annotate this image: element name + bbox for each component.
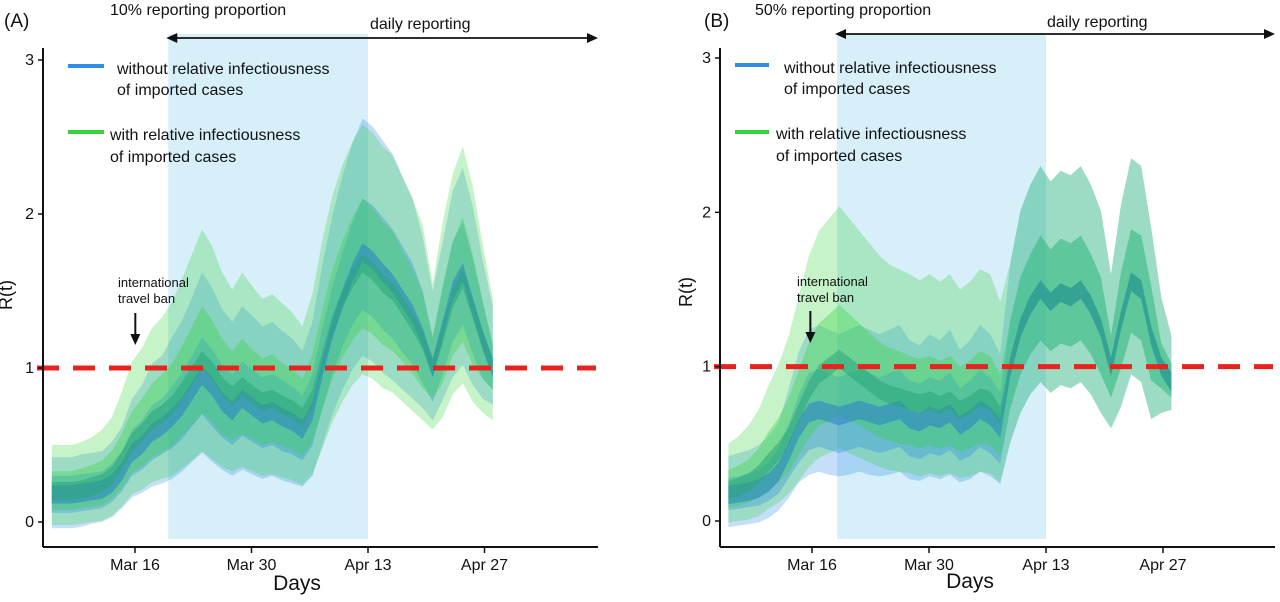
panel-a-y-axis-label: R(t) bbox=[0, 280, 16, 310]
panel-a-title: 10% reporting proportion bbox=[110, 2, 286, 19]
panel-a: (A) 10% reporting proportion daily repor… bbox=[0, 2, 598, 595]
panel-b-label: (B) bbox=[704, 11, 729, 32]
x-tick-label: Apr 27 bbox=[461, 557, 508, 574]
x-tick-label: Mar 30 bbox=[227, 557, 277, 574]
travel-ban-arrowhead bbox=[130, 334, 141, 345]
panel-b-legend-swatch-blue bbox=[735, 63, 769, 67]
x-tick-label: Apr 13 bbox=[344, 557, 391, 574]
y-tick-label: 1 bbox=[702, 359, 711, 376]
panel-b-title: 50% reporting proportion bbox=[755, 2, 931, 19]
panel-b-y-axis-label: R(t) bbox=[676, 277, 696, 307]
panel-a-daily-reporting-label: daily reporting bbox=[370, 16, 471, 33]
y-tick-label: 0 bbox=[702, 513, 711, 530]
panel-a-label: (A) bbox=[4, 11, 29, 32]
daily-reporting-arrowhead-right bbox=[1264, 29, 1275, 39]
panel-a-x-axis-label: Days bbox=[273, 572, 321, 595]
panel-b-legend-swatch-green bbox=[735, 130, 769, 134]
x-tick-label: Mar 16 bbox=[110, 557, 160, 574]
panel-b-legend-green-line1: with relative infectiousness bbox=[775, 126, 966, 143]
x-tick-label: Apr 13 bbox=[1022, 557, 1069, 574]
y-tick-label: 2 bbox=[25, 206, 34, 223]
x-tick-label: Mar 16 bbox=[787, 557, 837, 574]
travel-ban-arrowhead bbox=[805, 332, 816, 343]
y-tick-label: 3 bbox=[702, 50, 711, 67]
y-tick-label: 2 bbox=[702, 204, 711, 221]
panel-b-legend-blue-line1: without relative infectiousness bbox=[783, 60, 997, 77]
green-series-median-band bbox=[728, 272, 1172, 500]
panel-a-legend-blue-line2: of imported cases bbox=[117, 82, 243, 99]
daily-reporting-arrowhead-left bbox=[835, 29, 847, 39]
panel-a-legend-blue-line1: without relative infectiousness bbox=[116, 61, 330, 78]
panel-b: (B) 50% reporting proportion daily repor… bbox=[676, 2, 1275, 593]
panel-a-travel-ban-label-line2: travel ban bbox=[118, 291, 175, 306]
panel-a-legend-green-line2: of imported cases bbox=[110, 149, 236, 166]
panel-b-travel-ban-label-line1: international bbox=[797, 274, 868, 289]
panel-b-daily-reporting-label: daily reporting bbox=[1047, 14, 1148, 31]
panel-a-legend-swatch-green bbox=[68, 130, 104, 134]
panel-b-legend-green-line2: of imported cases bbox=[776, 148, 902, 165]
x-tick-label: Apr 27 bbox=[1139, 557, 1186, 574]
panel-b-travel-ban-label-line2: travel ban bbox=[797, 290, 854, 305]
x-tick-label: Mar 30 bbox=[904, 557, 954, 574]
daily-reporting-arrowhead-left bbox=[166, 33, 178, 43]
y-tick-label: 1 bbox=[25, 360, 34, 377]
panel-a-travel-ban-label-line1: international bbox=[118, 275, 189, 290]
panel-b-legend-blue-line2: of imported cases bbox=[784, 81, 910, 98]
panel-a-legend-swatch-blue bbox=[68, 64, 104, 68]
y-tick-label: 0 bbox=[25, 514, 34, 531]
y-tick-label: 3 bbox=[25, 52, 34, 69]
reporting-period-shade bbox=[168, 34, 368, 539]
panel-a-legend-green-line1: with relative infectiousness bbox=[109, 127, 300, 144]
green-series-ci95-band bbox=[728, 158, 1172, 523]
panel-b-x-axis-label: Days bbox=[946, 570, 994, 593]
daily-reporting-arrowhead-right bbox=[587, 33, 598, 43]
reporting-period-shade bbox=[837, 34, 1046, 539]
blue-series-ci95-band bbox=[728, 158, 1172, 528]
